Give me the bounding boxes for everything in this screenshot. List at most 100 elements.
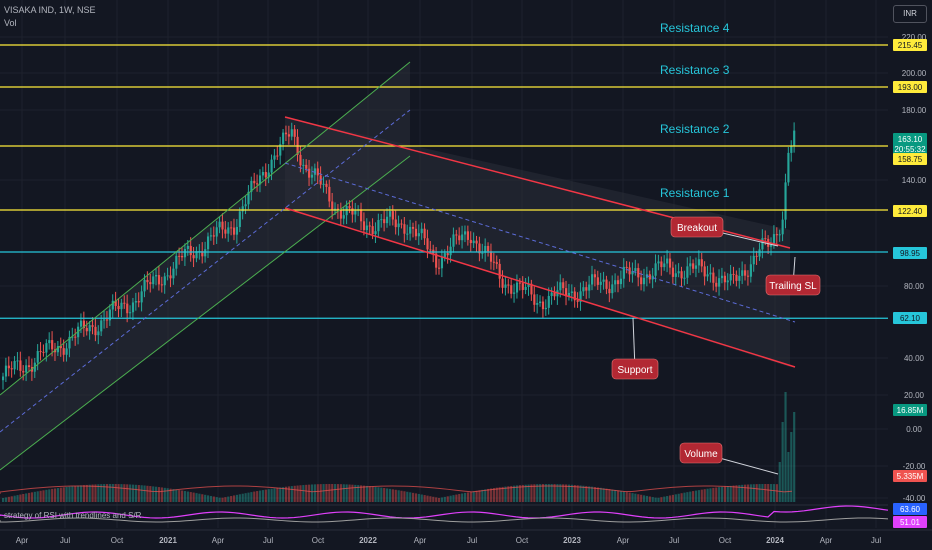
candle (62, 348, 65, 355)
candle (354, 210, 357, 215)
volume-bar (461, 493, 464, 502)
candle (409, 226, 412, 234)
candle (666, 258, 669, 264)
x-tick-label: Apr (16, 536, 29, 545)
volume-bar (134, 484, 137, 502)
volume-bar (440, 497, 444, 502)
volume-bar (420, 494, 423, 502)
volume-bar (296, 485, 299, 502)
volume-bar (544, 484, 547, 502)
volume-bar (380, 487, 383, 502)
volume-bar (181, 490, 184, 502)
volume-bar (270, 488, 273, 502)
x-tick-label: Jul (60, 536, 70, 545)
volume-bar (770, 484, 773, 502)
volume-bar (368, 486, 371, 502)
rsi-pane (0, 504, 889, 523)
candle (267, 172, 270, 178)
volume-bar (761, 484, 764, 502)
candle (10, 368, 13, 370)
candle (391, 211, 394, 220)
callout-breakout: Breakout (670, 216, 779, 247)
candle (513, 292, 516, 294)
horizontal-levels: Resistance 4 Resistance 3 Resistance 2 Resi… (0, 21, 888, 319)
volume-bar (299, 485, 302, 502)
candle (59, 346, 62, 349)
candle (772, 234, 776, 245)
volume-bar (169, 488, 172, 502)
candle (420, 228, 423, 234)
candle (322, 183, 325, 185)
candle (157, 275, 161, 285)
volume-bar (22, 493, 25, 502)
volume-bar (588, 486, 591, 502)
volume-bar (510, 485, 513, 502)
candle (533, 294, 536, 305)
candle (221, 221, 224, 230)
volume-bar (166, 488, 169, 502)
candle (741, 270, 744, 276)
volume-bar (238, 494, 241, 502)
candle (388, 211, 392, 217)
volume-bar (567, 484, 571, 502)
candle (591, 274, 594, 285)
candle (305, 164, 308, 169)
volume-bar (602, 488, 605, 502)
volume-bar (227, 496, 230, 502)
price-badge-text: 16.85M (897, 406, 924, 415)
candle (290, 129, 293, 137)
volume-bar (68, 486, 71, 502)
candle (498, 263, 501, 279)
callout-volume: Volume (679, 442, 779, 475)
volume-bar (625, 492, 628, 502)
currency-button[interactable]: INR (893, 5, 927, 23)
volume-bar (458, 494, 461, 502)
candle (487, 245, 490, 252)
volume-bar (342, 484, 345, 502)
x-tick-label: 2024 (766, 536, 784, 545)
price-badge (893, 143, 927, 155)
volume-bar (117, 484, 120, 502)
candle (677, 271, 680, 274)
volume-bar (729, 485, 732, 502)
volume-bar (143, 485, 146, 502)
volume-bar (562, 484, 565, 502)
candle (536, 303, 539, 305)
candle (764, 238, 767, 240)
volume-bar (74, 485, 77, 502)
volume-bar (371, 486, 374, 502)
volume-bar (105, 484, 109, 502)
volume-bars (0, 392, 796, 502)
candle (484, 245, 487, 253)
volume-bar (204, 494, 207, 502)
volume-bar (489, 488, 493, 502)
rsi-line (0, 505, 889, 519)
volume-bar (518, 485, 521, 502)
volume-bar (466, 492, 470, 502)
candle (706, 274, 709, 277)
volume-bar (553, 484, 556, 502)
volume-bar (426, 495, 429, 502)
volume-bar (305, 484, 308, 502)
callout-trailing-sl-text: Trailing SL (769, 281, 817, 292)
candle (131, 302, 135, 313)
candle (720, 275, 724, 279)
downtrend-lower-line (284, 207, 796, 368)
downtrend-channel-band (285, 117, 790, 367)
candle (463, 231, 467, 235)
volume-bar (648, 496, 651, 502)
volume-bar (230, 495, 233, 502)
candle (186, 245, 189, 249)
candle (712, 272, 715, 283)
volume-bar (39, 490, 42, 502)
candle (793, 130, 796, 146)
y-tick-label: 220.00 (902, 33, 927, 42)
volume-bar (362, 485, 366, 502)
volume-bar (400, 490, 403, 502)
callout-breakout-text: Breakout (677, 223, 717, 234)
candle (683, 277, 686, 279)
candle (634, 268, 637, 272)
volume-bar (157, 487, 161, 502)
volume-bar (256, 491, 259, 502)
